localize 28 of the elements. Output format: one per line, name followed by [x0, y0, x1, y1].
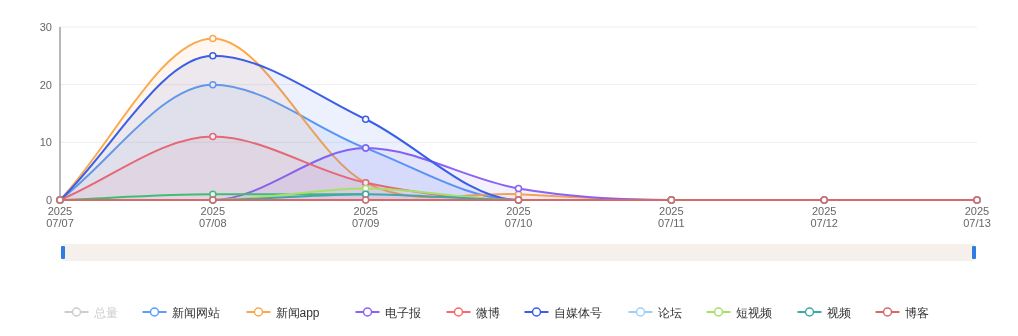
legend-label: 博客 — [904, 305, 929, 320]
y-tick-label: 10 — [39, 136, 52, 149]
legend-label: 论坛 — [657, 305, 682, 320]
legend-label: 视频 — [826, 305, 851, 320]
legend-label: 微博 — [475, 305, 500, 320]
x-tick-label: 2025 07/12 — [810, 205, 838, 229]
y-tick-label: 20 — [39, 78, 52, 91]
x-tick-label: 2025 07/08 — [199, 205, 227, 229]
legend-label: 自媒体号 — [553, 305, 602, 320]
legend-label: 电子报 — [384, 305, 421, 320]
legend-label: 新闻网站 — [171, 305, 220, 320]
x-tick-label: 2025 07/07 — [46, 205, 74, 229]
y-tick-label: 0 — [45, 194, 52, 206]
x-tick-label: 2025 07/11 — [657, 205, 685, 229]
point — [361, 115, 370, 124]
x-tick-label: 2025 07/10 — [504, 205, 533, 229]
point — [209, 190, 217, 198]
point — [209, 52, 217, 60]
legend-label: 短视频 — [735, 305, 772, 320]
point — [209, 132, 217, 141]
x-tick-label: 2025 07/09 — [351, 205, 380, 229]
point — [209, 34, 217, 43]
legend-label: 新闻app — [275, 305, 320, 320]
point — [209, 80, 217, 89]
point — [361, 184, 370, 193]
point — [514, 184, 523, 193]
x-tick-label: 2025 07/13 — [963, 205, 991, 229]
y-tick-label: 30 — [39, 21, 52, 33]
